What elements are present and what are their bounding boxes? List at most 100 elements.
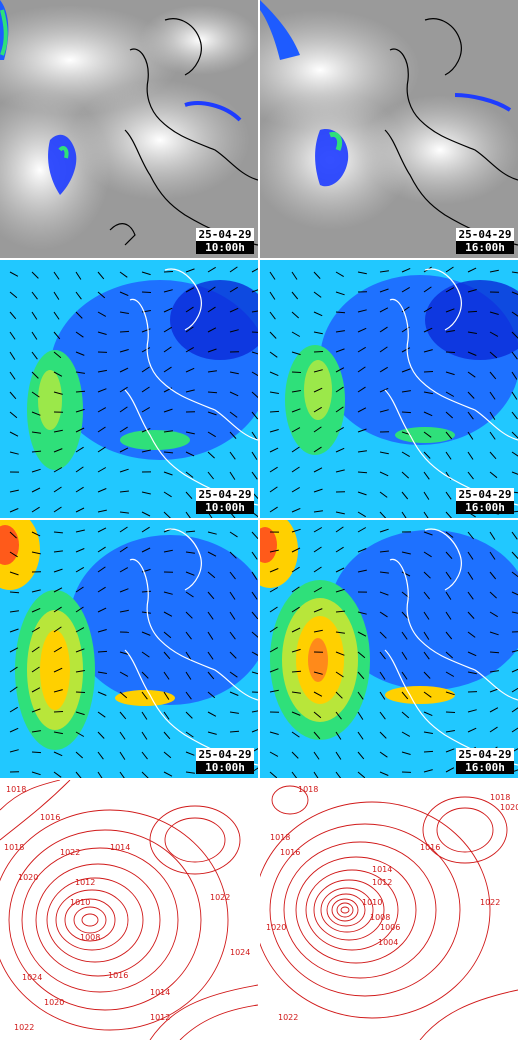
wind-arrow: [335, 469, 345, 473]
wind-arrow: [313, 566, 322, 573]
wind-arrow: [423, 711, 433, 717]
wind-arrow: [31, 291, 38, 300]
wind-arrow: [31, 531, 41, 537]
wind-arrow: [291, 291, 299, 300]
wind-arrow: [445, 330, 455, 333]
wind-arrow: [269, 271, 276, 280]
timestamp-label: 25-04-29 10:00h: [196, 748, 254, 774]
wind-arrow: [357, 771, 366, 778]
wind-arrow: [163, 491, 172, 498]
wind-arrow: [53, 448, 63, 453]
wind-arrow: [467, 431, 474, 440]
wind-arrow: [335, 330, 345, 333]
wind-arrow: [185, 511, 191, 518]
wind-arrow: [229, 411, 238, 418]
wind-arrow: [423, 651, 430, 660]
wind-arrow: [53, 667, 63, 673]
wind-arrow: [445, 431, 453, 440]
wind-arrow: [53, 271, 60, 280]
satellite-image: [0, 0, 258, 258]
wind-arrow: [53, 371, 63, 377]
wind-arrow: [379, 326, 388, 333]
wind-arrow: [335, 348, 345, 353]
wind-arrow: [119, 406, 128, 413]
wind-arrow: [445, 391, 455, 397]
wind-arrow: [467, 551, 474, 560]
date-label: 25-04-29: [196, 228, 254, 241]
wind-arrow: [185, 671, 192, 680]
wind-arrow: [229, 286, 238, 293]
wind-arrow: [269, 771, 278, 778]
wind-arrow: [53, 331, 61, 340]
wind-field: [260, 260, 518, 518]
wind-arrow: [269, 626, 278, 633]
wind-arrow: [53, 291, 60, 300]
wind-arrow: [379, 591, 389, 596]
wind-arrow: [401, 390, 411, 393]
wind-arrow: [357, 751, 365, 760]
wind-arrow: [511, 727, 518, 733]
wind-arrow: [251, 331, 258, 333]
wind-arrow: [313, 608, 323, 613]
wind-arrow: [163, 731, 171, 740]
wind-arrow: [467, 531, 474, 540]
wind-arrow: [97, 446, 106, 453]
wind-arrow: [53, 550, 63, 553]
wind-arrow: [97, 731, 105, 739]
wind-arrow: [97, 291, 106, 299]
wind-arrow: [423, 327, 433, 333]
wind-arrow: [423, 691, 432, 698]
wind-arrow: [75, 648, 85, 653]
wind-arrow: [141, 590, 152, 593]
wind-arrow: [489, 451, 497, 460]
wind-arrow: [207, 671, 215, 680]
wind-arrow: [335, 386, 344, 393]
isobar-label: 1010: [362, 898, 382, 907]
wind-arrow: [251, 391, 258, 399]
wind-arrow: [335, 751, 342, 760]
wind-arrow: [379, 771, 389, 776]
wind-arrow: [163, 611, 173, 617]
wind-arrow: [119, 671, 129, 677]
wind-arrow: [97, 671, 107, 674]
wind-arrow: [185, 771, 195, 774]
wind-arrow: [335, 671, 344, 678]
isobar-label: 1014: [110, 843, 130, 852]
wind-arrow: [207, 551, 217, 557]
wind-arrow: [445, 631, 453, 640]
wind-arrow: [229, 471, 236, 480]
wind-arrow: [269, 331, 277, 339]
wind-arrow: [251, 531, 258, 540]
wind-arrow: [31, 666, 40, 673]
isobar-label: 1010: [70, 898, 90, 907]
wind-arrows: [269, 526, 518, 778]
wind-arrow: [467, 631, 476, 638]
wind-arrow: [207, 391, 218, 394]
wind-arrow: [97, 691, 107, 696]
wind-arrow: [291, 648, 301, 653]
isobar-chart: 1018 1016 1018 1020 1022 1014 1012 1010 1008 1024…: [0, 780, 258, 1040]
wind-arrow: [379, 691, 386, 700]
wind-arrow: [119, 271, 128, 278]
wind-arrow: [141, 449, 151, 453]
wind-arrow: [379, 751, 388, 758]
isobar-label: 1016: [40, 813, 60, 822]
wind-arrow: [291, 331, 301, 337]
wind-arrow: [119, 349, 129, 353]
wind-arrow: [185, 571, 195, 576]
wind-arrow: [357, 511, 366, 518]
satellite-map-1000: 25-04-29 10:00h: [0, 0, 258, 258]
wind-arrow: [423, 306, 432, 313]
wind-arrow: [379, 571, 389, 574]
wind-arrow: [291, 390, 301, 393]
wind-arrow: [291, 507, 301, 513]
wind-arrow: [75, 507, 85, 513]
wind-arrow: [31, 607, 41, 613]
wind-arrow: [335, 631, 345, 634]
isobar-label: 1014: [372, 865, 392, 874]
wind-arrow: [97, 650, 108, 653]
wind-arrow: [511, 371, 518, 380]
wind-arrow: [9, 610, 19, 613]
wind-arrow: [119, 751, 126, 760]
